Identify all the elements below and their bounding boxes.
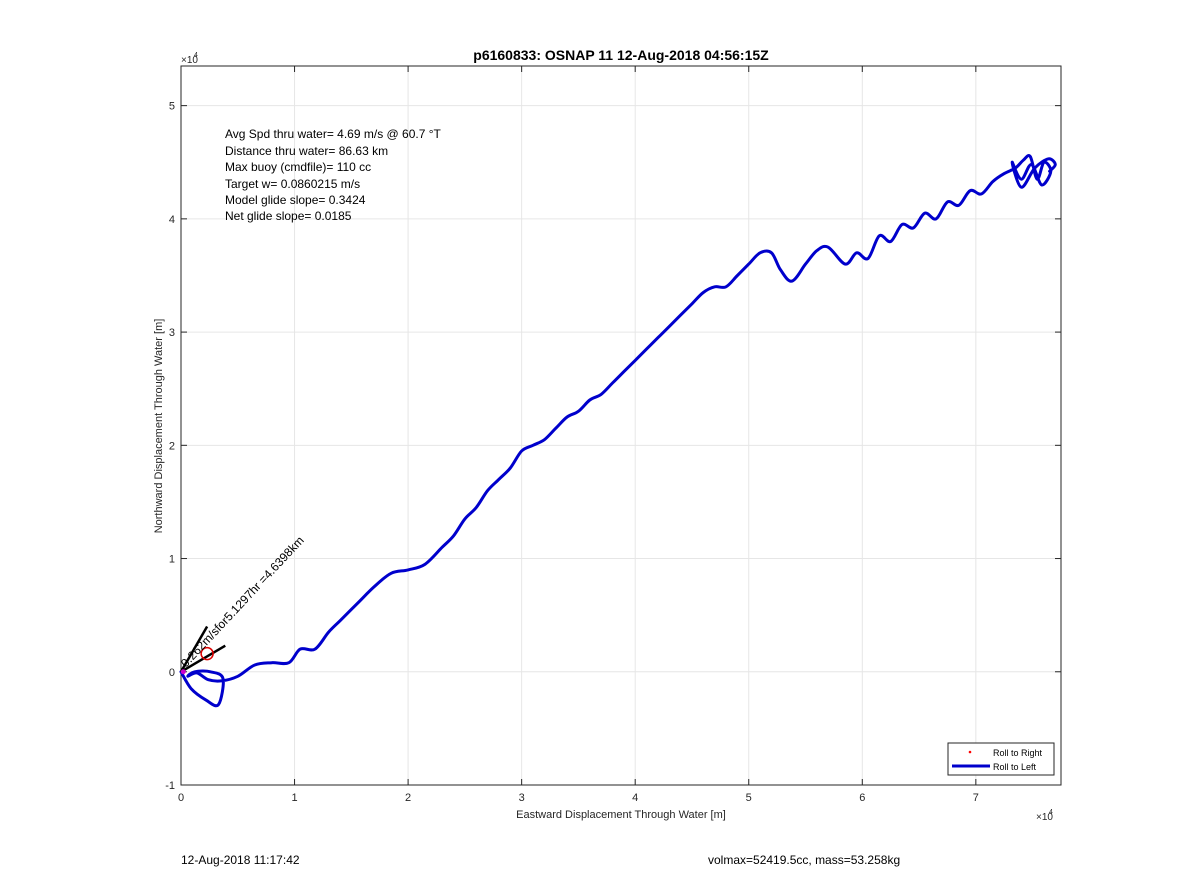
stats-line-distance: Distance thru water= 86.63 km [225, 144, 388, 158]
legend-entry-roll-left: Roll to Left [993, 762, 1037, 772]
x-tick-label: 0 [178, 792, 184, 804]
y-axis-multiplier: ×10 4 [181, 52, 198, 66]
y-tick-label: 1 [169, 554, 175, 566]
legend-marker-roll-right [969, 751, 972, 754]
y-tick-label: 4 [169, 214, 175, 226]
y-tick-label: 3 [169, 327, 175, 339]
x-axis-label: Eastward Displacement Through Water [m] [516, 809, 726, 821]
stats-line-max-buoy: Max buoy (cmdfile)= 110 cc [225, 160, 371, 174]
x-tick-label: 6 [859, 792, 865, 804]
x-axis-multiplier: ×10 4 [1036, 809, 1053, 823]
stats-line-model-glide: Model glide slope= 0.3424 [225, 193, 366, 207]
x-tick-label: 1 [291, 792, 297, 804]
x-tick-label: 2 [405, 792, 411, 804]
y-tick-label: 5 [169, 101, 175, 113]
stats-text-block: Avg Spd thru water= 4.69 m/s @ 60.7 °T D… [225, 127, 442, 223]
y-tick-label: -1 [165, 780, 175, 792]
footer-mass-info: volmax=52419.5cc, mass=53.258kg [708, 853, 900, 867]
stats-line-speed: Avg Spd thru water= 4.69 m/s @ 60.7 °T [225, 127, 442, 141]
footer-timestamp: 12-Aug-2018 11:17:42 [181, 853, 300, 867]
stats-line-net-glide: Net glide slope= 0.0185 [225, 209, 352, 223]
legend-entry-roll-right: Roll to Right [993, 748, 1043, 758]
y-multiplier-exponent: 4 [194, 52, 198, 59]
chart-figure: 01234567 -1012345 p6160833: OSNAP 11 12-… [0, 0, 1200, 885]
series-layer [181, 156, 1055, 706]
chart-title: p6160833: OSNAP 11 12-Aug-2018 04:56:15Z [473, 47, 769, 63]
x-multiplier-exponent: 4 [1049, 809, 1053, 816]
x-tick-label: 5 [746, 792, 752, 804]
start-point-marker [181, 669, 186, 674]
stats-line-target-w: Target w= 0.0860215 m/s [225, 177, 360, 191]
vector-annotation-label: 0.262m/sfor5.1297hr =4.6398km [178, 533, 307, 670]
y-tick-label: 0 [169, 667, 175, 679]
x-tick-label: 3 [519, 792, 525, 804]
x-tick-label: 7 [973, 792, 979, 804]
y-tick-label: 2 [169, 440, 175, 452]
series-roll-to-left-line [181, 156, 1055, 706]
x-tick-label: 4 [632, 792, 638, 804]
y-axis-label: Northward Displacement Through Water [m] [153, 319, 165, 534]
legend: Roll to Right Roll to Left [948, 743, 1054, 775]
